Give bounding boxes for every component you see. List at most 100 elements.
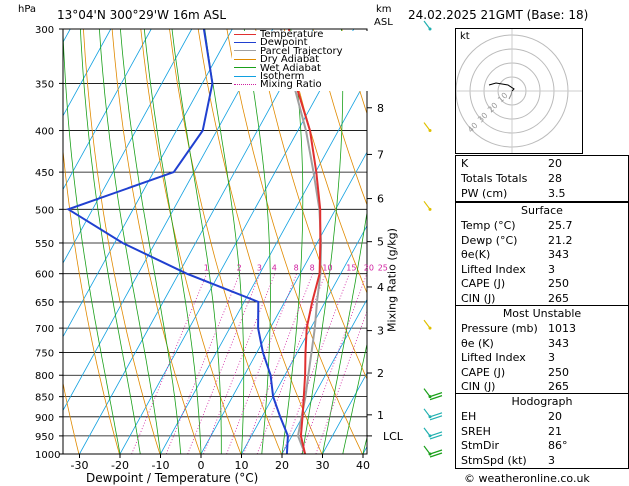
wind-barb-base [428, 434, 432, 438]
chart-legend: Temperature Dewpoint Parcel Trajectory Dry … [232, 30, 368, 91]
indices-panel: K 20 Totals Totals 28 PW (cm) 3.5 [455, 155, 629, 202]
pressure-tick-label: 600 [35, 270, 54, 281]
isotherm-line [63, 29, 274, 412]
legend-swatch [234, 75, 256, 77]
index-label: θe (K) [461, 336, 494, 350]
mixing-ratio-label: 1 [204, 264, 209, 273]
dry-adiabat-line [63, 146, 120, 454]
isotherm-line [0, 29, 30, 454]
wind-barb-flag [429, 431, 443, 437]
legend-item: Dry Adiabat [234, 54, 320, 66]
wind-barb-staff [423, 427, 431, 437]
index-label: Lifted Index [461, 351, 526, 365]
wind-barb-base [428, 326, 432, 330]
pressure-tick-label: 800 [35, 371, 54, 382]
isotherm-line [63, 29, 152, 191]
mixing-ratio-label: 25 [378, 264, 388, 273]
wet-adiabat-line [342, 342, 367, 454]
isotherm-line [241, 224, 367, 454]
index-label: CIN (J) [461, 292, 496, 305]
mixing-ratio-line [203, 273, 276, 454]
index-row: Lifted Index 3 [456, 262, 628, 277]
pressure-tick-label: 650 [35, 298, 54, 309]
legend-label: Isotherm [260, 71, 305, 82]
legend-label: Parcel Trajectory [260, 45, 343, 57]
legend-item: Wet Adiabat [234, 63, 321, 73]
chart-series [65, 29, 323, 454]
hodograph-ring-label: 40 [466, 121, 480, 135]
index-row: CAPE (J) 250 [456, 365, 628, 380]
hodograph-plot: 10 20 30 40 [456, 29, 582, 153]
index-row: Temp (°C) 25.7 [456, 218, 628, 233]
height-tick-label: 6 [377, 193, 384, 206]
dry-adiabat-line [83, 29, 161, 454]
hodograph-panel: kt 10 20 30 40 [455, 28, 583, 154]
most-unstable-title: Most Unstable [502, 307, 582, 320]
wet-adiabat-line [120, 29, 182, 454]
legend-label: Dry Adiabat [260, 54, 320, 66]
index-row: CIN (J) 265 [456, 379, 628, 394]
index-row: SREH 21 [456, 424, 628, 439]
index-row: StmDir 86° [456, 438, 628, 453]
dry-adiabat-line [255, 29, 367, 380]
wind-barb-base [428, 27, 432, 31]
wind-barb-staff [423, 388, 431, 397]
pressure-tick-label: 700 [35, 324, 54, 335]
isotherm-line [322, 372, 367, 454]
isotherm-line [200, 151, 367, 454]
index-label: Temp (°C) [461, 219, 516, 232]
most-unstable-panel: Most Unstable Pressure (mb) 1013 θe (K) 343… [455, 305, 629, 395]
pressure-tick-label: 750 [35, 348, 54, 359]
wind-barb-staff [423, 200, 431, 210]
wet-adiabat-line [281, 29, 304, 454]
index-label: Totals Totals [461, 172, 528, 185]
mixing-ratio-label: 2 [237, 264, 242, 273]
legend-item: Temperature [234, 30, 323, 40]
temperature-tick-label: -20 [111, 459, 129, 472]
wet-adiabat-line [243, 29, 271, 454]
height-tick-label: 7 [377, 148, 384, 161]
pressure-tick-label: 400 [35, 127, 54, 138]
index-tt-row: Totals Totals 28 [456, 171, 628, 186]
pressure-tick-label: 900 [35, 413, 54, 424]
isotherm-line [160, 77, 367, 454]
legend-item: Mixing Ratio [234, 80, 322, 90]
mixing-ratio-label: 3 [257, 264, 262, 273]
index-value: 250 [548, 365, 569, 379]
legend-swatch [234, 33, 256, 35]
legend-swatch [234, 83, 256, 85]
legend-item: Isotherm [234, 71, 305, 82]
pressure-tick-label: 450 [35, 168, 54, 179]
isotherm-line [63, 29, 112, 117]
pressure-tick-label: 1000 [35, 450, 60, 461]
dry-adiabat-line [111, 29, 201, 454]
wind-barbs [423, 20, 443, 458]
index-row: θe(K) 343 [456, 247, 628, 262]
wet-adiabat-line [99, 29, 161, 454]
index-label: Lifted Index [461, 262, 526, 276]
mixing-ratio-line [282, 273, 350, 454]
temperature-tick-label: 20 [275, 459, 289, 472]
wind-barb-base [428, 395, 432, 399]
mixing-ratio-line [187, 273, 261, 454]
asl-unit-label: ASL [374, 17, 393, 28]
hodograph-ring-label: 30 [476, 111, 490, 125]
height-tick-label: 5 [377, 236, 384, 249]
index-value: 3 [548, 453, 555, 467]
wind-barb-base [428, 207, 432, 211]
index-label: PW (cm) [461, 187, 508, 200]
hodograph-stats-title: Hodograph [511, 395, 573, 408]
height-tick-label: 4 [377, 281, 384, 294]
wet-adiabat-line [204, 29, 245, 454]
index-value: 3 [548, 351, 555, 365]
index-value: 265 [548, 292, 569, 305]
index-label: StmDir [461, 439, 500, 453]
index-k-row: K 20 [456, 156, 628, 171]
index-value: 343 [548, 248, 569, 262]
wind-barb-base [428, 129, 432, 133]
dewpoint-line [65, 29, 289, 454]
pressure-tick-label: 850 [35, 393, 54, 404]
legend-swatch [234, 41, 256, 43]
wind-barb-flag [429, 395, 443, 401]
